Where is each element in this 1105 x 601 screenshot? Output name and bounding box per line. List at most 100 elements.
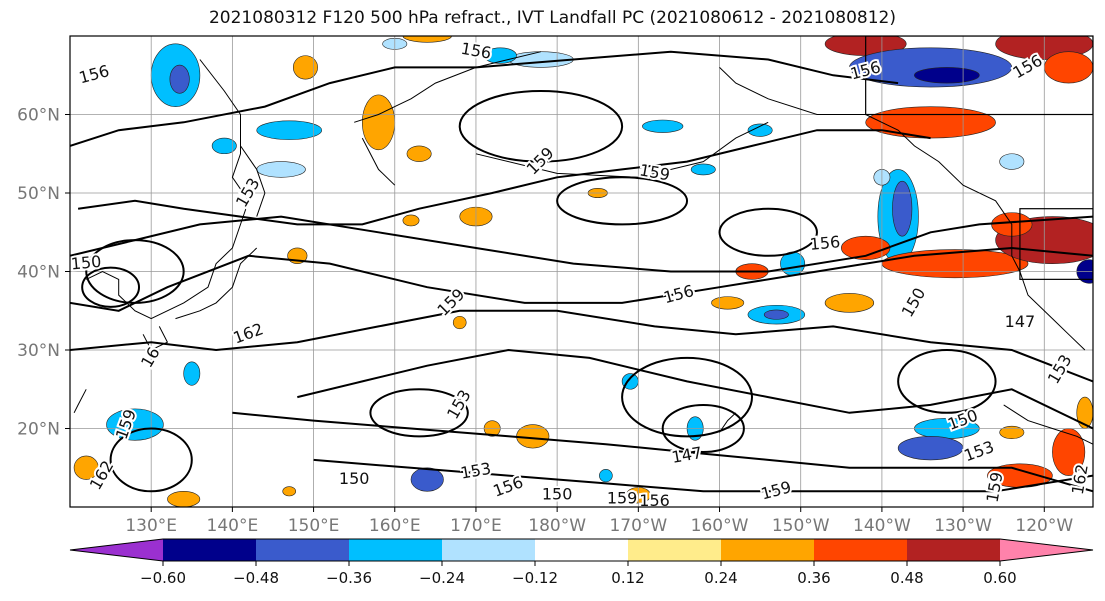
shaded-anomaly-patch — [256, 161, 306, 178]
coastline — [719, 412, 737, 433]
shaded-anomaly-patch — [892, 180, 913, 237]
colorbar-swatch — [442, 539, 536, 561]
colorbar-swatch — [814, 539, 908, 561]
contour-ring — [458, 89, 624, 163]
chart-title: 2021080312 F120 500 hPa refract., IVT La… — [208, 8, 896, 28]
contour-ring — [897, 349, 997, 414]
contour-ring — [81, 266, 141, 308]
contour-label: 159 — [607, 489, 638, 508]
shaded-anomaly-patch — [747, 123, 773, 137]
y-tick-label: 20°N — [17, 420, 60, 440]
colorbar-tick-label: 0.24 — [704, 569, 737, 587]
shaded-anomaly-patch — [452, 315, 467, 330]
contour-label: 147 — [670, 443, 703, 467]
y-axis-ticks: 20°N 30°N 40°N 50°N 60°N — [17, 106, 70, 440]
contour-label: 153 — [1044, 351, 1076, 387]
coastline — [361, 137, 396, 186]
y-tick-label: 30°N — [17, 341, 60, 361]
contour-line — [313, 458, 1093, 493]
contour-label: 150 — [898, 284, 930, 320]
shaded-anomaly-patch — [292, 55, 318, 80]
x-tick-label: 140°W — [853, 516, 911, 536]
contour-label: 159 — [523, 143, 558, 178]
shaded-anomaly-patch — [106, 408, 164, 441]
colorbar: −0.60 −0.48 −0.36 −0.24 −0.12 0.12 0.24 0.36 0.4… — [69, 538, 1094, 587]
shaded-anomaly-patch — [865, 106, 996, 139]
shaded-anomaly-patch — [406, 145, 432, 162]
shaded-anomaly-patch — [914, 67, 980, 84]
contour-ring — [369, 388, 469, 438]
coastline — [354, 51, 542, 123]
x-tick-label: 160°W — [691, 516, 749, 536]
coastline — [475, 121, 769, 178]
contour-label: 153 — [443, 386, 475, 422]
colorbar-swatch — [907, 539, 1001, 561]
shaded-anomaly-patch — [897, 436, 964, 461]
colorbar-swatch — [163, 539, 257, 561]
x-tick-label: 140°E — [207, 516, 259, 536]
contour-label: 159 — [638, 160, 671, 184]
coastline — [73, 389, 87, 414]
shaded-anomaly-patch — [999, 153, 1025, 170]
y-tick-label: 40°N — [17, 263, 60, 283]
contour-label: 159 — [983, 471, 1007, 504]
shaded-anomaly-patch — [642, 119, 684, 133]
coastline — [85, 59, 250, 320]
contour-label: 156 — [459, 39, 492, 63]
shaded-anomaly-patch — [763, 309, 789, 320]
shaded-anomaly-patch — [999, 425, 1025, 440]
contour-label: 156 — [809, 232, 841, 254]
x-tick-label: 150°W — [772, 516, 830, 536]
shaded-anomaly-patch — [73, 455, 99, 480]
colorbar-tick-label: 0.36 — [797, 569, 830, 587]
shaded-anomaly-patch — [711, 296, 745, 310]
contour-ring — [661, 403, 745, 454]
contour-ring — [621, 356, 753, 438]
coastline-layer — [73, 51, 1093, 445]
x-axis-ticks: 130°E 140°E 150°E 160°E 170°E 180°W 170°W 160°W… — [125, 507, 1073, 536]
colorbar-swatch — [256, 539, 350, 561]
y-tick-label: 60°N — [17, 106, 60, 126]
highlight-box-layer — [865, 36, 1093, 280]
colorbar-swatch — [721, 539, 815, 561]
shaded-anomaly-patch — [282, 486, 297, 497]
x-tick-label: 160°E — [369, 516, 421, 536]
coastline — [240, 145, 266, 217]
colorbar-swatch — [535, 539, 629, 561]
contour-label: 156 — [661, 281, 695, 307]
colorbar-tick-label: −0.48 — [233, 569, 279, 587]
colorbar-tick-label: 0.48 — [890, 569, 923, 587]
contour-label: 153 — [459, 459, 492, 483]
coastline — [175, 247, 258, 320]
contour-label: 153 — [232, 175, 264, 211]
contour-line-layer — [70, 50, 1093, 493]
colorbar-swatch — [628, 539, 722, 561]
shaded-anomaly-patch — [361, 94, 396, 151]
contour-ring — [718, 207, 818, 257]
grid-lines — [70, 36, 1093, 507]
colorbar-tick-label: 0.60 — [983, 569, 1016, 587]
shaded-anomaly-patch — [169, 64, 190, 94]
colorbar-tick-label: −0.12 — [512, 569, 558, 587]
contour-label: 156 — [490, 472, 525, 500]
colorbar-tick-label: 0.12 — [611, 569, 644, 587]
colorbar-tick-label: −0.60 — [140, 569, 186, 587]
contour-label: 16 — [137, 344, 164, 371]
x-tick-label: 130°E — [125, 516, 177, 536]
contour-label: 150 — [70, 252, 102, 274]
contour-line — [70, 50, 899, 147]
colorbar-extend-high — [1000, 539, 1093, 561]
shaded-anomaly-patch — [167, 491, 201, 507]
contour-label: 150 — [542, 485, 573, 504]
contour-line — [297, 348, 1093, 430]
contour-label: 150 — [339, 469, 370, 488]
shaded-anomaly-patch — [690, 163, 716, 176]
y-tick-label: 50°N — [17, 184, 60, 204]
x-tick-label: 150°E — [288, 516, 340, 536]
highlight-box — [865, 36, 1093, 116]
shaded-anomaly-patch — [402, 214, 420, 227]
contour-label: 156 — [77, 61, 111, 87]
shaded-anomaly-patch — [824, 293, 875, 313]
contour-ring — [556, 176, 689, 226]
